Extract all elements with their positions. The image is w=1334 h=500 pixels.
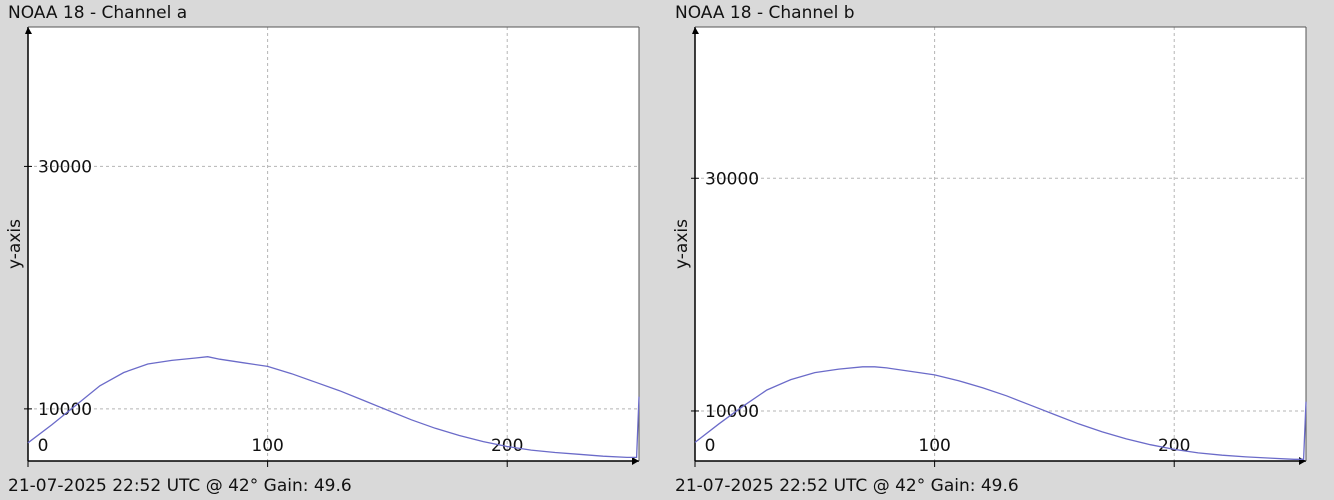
channel-b-panel: NOAA 18 - Channel b 0 100 200 10000 30000 y-a… [667, 0, 1334, 500]
y-tick-label: 10000 [705, 402, 759, 422]
chart-title: NOAA 18 - Channel a [8, 3, 188, 23]
status-footer: 21-07-2025 22:52 UTC @ 42° Gain: 49.6 [8, 476, 352, 496]
x-tick-label: 0 [38, 436, 49, 456]
plot-area [695, 27, 1306, 461]
y-axis-label: y-axis [672, 219, 692, 269]
x-axis-arrow [632, 457, 639, 465]
series-line [27, 356, 640, 459]
y-tick-label: 30000 [705, 169, 759, 189]
plot-area [28, 27, 639, 461]
y-tick-label: 30000 [38, 157, 92, 177]
y-axis-arrow [25, 27, 32, 34]
x-tick-label: 0 [705, 436, 716, 456]
y-axis-label: y-axis [5, 219, 25, 269]
channel-b-plot: 0 100 200 10000 30000 y-axis [672, 26, 1307, 467]
x-tick-label: 100 [251, 436, 283, 456]
x-tick-label: 200 [1158, 436, 1190, 456]
channel-a-panel: NOAA 18 - Channel a 0 100 200 10000 30000 y-a… [5, 3, 640, 496]
x-tick-label: 100 [918, 436, 950, 456]
chart-title: NOAA 18 - Channel b [675, 3, 855, 23]
status-footer: 21-07-2025 22:52 UTC @ 42° Gain: 49.6 [675, 476, 1019, 496]
y-axis-arrow [692, 27, 699, 34]
series-line [694, 366, 1307, 460]
y-tick-label: 10000 [38, 400, 92, 420]
